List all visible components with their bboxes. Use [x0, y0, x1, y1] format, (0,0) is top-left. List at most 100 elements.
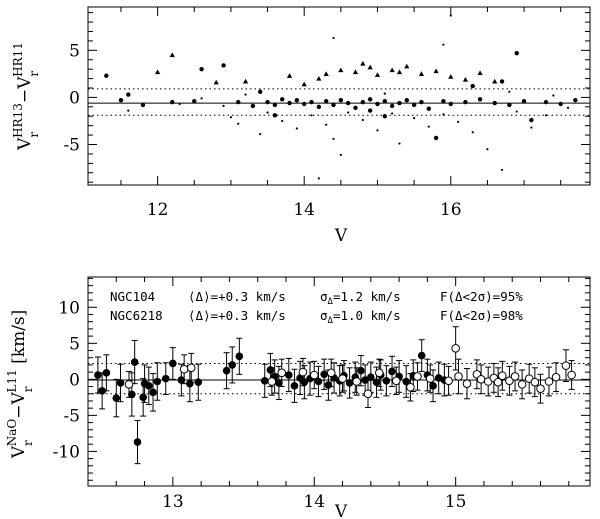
data-point-circle [301, 101, 307, 107]
data-point-circle [104, 73, 109, 78]
data-point-dot [383, 92, 386, 95]
data-point-triangle [448, 74, 454, 79]
data-point-circle [507, 102, 512, 108]
data-point-filled [382, 376, 391, 385]
data-point-circle [250, 103, 256, 109]
data-point-dot [222, 104, 225, 107]
data-point-open [567, 370, 576, 380]
data-point-filled [169, 359, 177, 368]
bottom-x-axis-label: V [334, 502, 348, 519]
data-point-dot [544, 114, 548, 117]
data-point-filled [285, 371, 293, 379]
data-point-circle [140, 102, 146, 108]
bottom-y-tick-label: -10 [53, 442, 80, 462]
top-x-tick-label: 16 [440, 200, 462, 220]
data-point-open [536, 384, 545, 394]
data-point-triangle [155, 69, 161, 75]
data-point-dot [376, 129, 379, 132]
data-point-dot [266, 111, 269, 114]
data-point-open [544, 377, 554, 386]
data-point-dot [398, 142, 401, 145]
bottom-data-layer [88, 326, 590, 465]
data-point-dot [442, 113, 445, 116]
data-point-open [277, 368, 287, 378]
data-point-triangle [242, 78, 249, 84]
data-point-triangle [477, 70, 483, 76]
data-point-filled [128, 390, 136, 399]
annotation-fraction: F(Δ<2σ)=98% [440, 308, 523, 323]
data-point-circle [492, 100, 497, 106]
data-point-circle [360, 99, 366, 105]
data-point-dot [347, 111, 350, 114]
data-point-dot [259, 133, 262, 136]
data-point-dot [127, 109, 130, 112]
data-point-dot [317, 177, 320, 180]
data-point-filled [345, 379, 354, 387]
data-point-circle [287, 100, 292, 106]
data-point-circle [463, 99, 468, 105]
data-point-open [451, 344, 460, 353]
data-point-filled [402, 377, 410, 386]
data-point-dot [486, 148, 489, 151]
data-point-filled [228, 361, 237, 369]
data-point-circle [221, 63, 226, 68]
data-point-circle [170, 99, 175, 105]
data-point-open [561, 361, 571, 370]
data-point-open [186, 363, 196, 373]
data-point-circle [419, 99, 424, 105]
data-point-triangle [418, 71, 425, 76]
data-point-open [517, 380, 527, 389]
data-point-circle [382, 114, 388, 119]
data-point-circle [397, 100, 402, 106]
data-point-circle [338, 98, 344, 103]
data-point-circle [323, 98, 329, 104]
data-point-dot [471, 131, 474, 134]
data-point-filled [177, 376, 186, 384]
data-point-triangle [367, 64, 373, 70]
data-point-filled [145, 382, 153, 390]
data-point-open [444, 376, 453, 386]
data-point-circle [470, 83, 475, 89]
data-point-open [338, 374, 347, 383]
data-point-circle [367, 97, 373, 102]
data-point-filled [222, 366, 231, 375]
data-point-filled [260, 376, 269, 385]
data-point-filled [194, 378, 203, 387]
bottom-x-tick-label: 13 [162, 492, 184, 512]
data-point-circle [433, 135, 439, 141]
data-point-circle [126, 92, 131, 97]
data-point-circle [353, 105, 358, 110]
data-point-filled [429, 382, 437, 390]
data-point-circle [272, 113, 278, 118]
data-point-circle [280, 97, 285, 102]
data-point-dot [200, 97, 203, 100]
data-point-open [406, 382, 415, 392]
data-point-triangle [169, 52, 175, 58]
data-point-dot [391, 112, 394, 115]
data-point-filled [367, 373, 375, 381]
data-point-filled [357, 366, 365, 375]
data-point-open [124, 380, 134, 389]
data-point-filled [388, 367, 396, 376]
data-point-dot [508, 90, 511, 93]
data-point-circle [265, 99, 270, 105]
data-point-dot [339, 153, 342, 156]
data-point-dot [552, 94, 555, 97]
data-point-filled [290, 382, 299, 390]
data-point-circle [521, 98, 527, 104]
data-point-dot [500, 168, 504, 172]
data-point-dot [325, 123, 328, 126]
top-y-tick-label: -5 [63, 136, 80, 156]
data-point-circle [558, 101, 563, 107]
top-y-tick-label: 0 [69, 88, 80, 108]
data-point-open [391, 376, 401, 386]
data-point-open [413, 372, 422, 381]
data-point-open [510, 372, 520, 381]
bottom-ticks [87, 277, 590, 486]
data-point-triangle [404, 63, 410, 69]
data-point-filled [235, 352, 244, 361]
data-point-circle [294, 98, 300, 103]
data-point-circle [389, 103, 395, 109]
data-point-dot [237, 122, 240, 125]
data-point-circle [199, 66, 204, 72]
